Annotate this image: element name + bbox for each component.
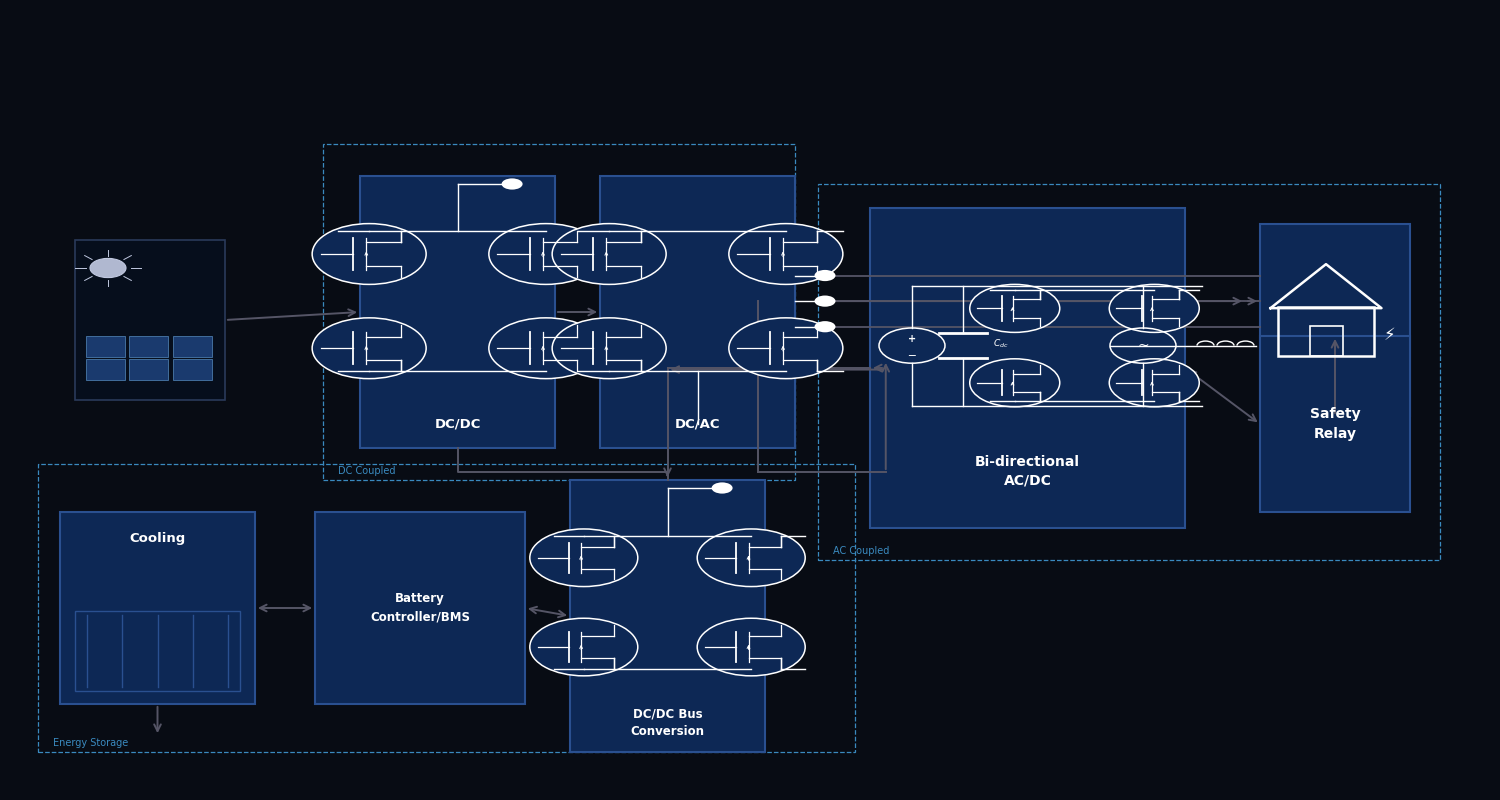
Circle shape — [815, 270, 836, 281]
Bar — [75, 610, 240, 691]
Text: Battery
Controller/BMS: Battery Controller/BMS — [370, 592, 470, 624]
Circle shape — [552, 223, 666, 284]
Bar — [315, 512, 525, 704]
Bar — [129, 336, 168, 357]
Circle shape — [489, 318, 603, 378]
Text: $C_{dc}$: $C_{dc}$ — [993, 338, 1008, 350]
Circle shape — [711, 482, 732, 494]
Bar — [86, 336, 124, 357]
Circle shape — [552, 318, 666, 378]
Bar — [60, 512, 255, 704]
Text: Safety
Relay: Safety Relay — [1310, 406, 1360, 442]
Text: DC/DC Bus
Conversion: DC/DC Bus Conversion — [630, 707, 705, 738]
Circle shape — [729, 223, 843, 284]
Circle shape — [530, 618, 638, 676]
Circle shape — [815, 321, 836, 332]
Bar — [570, 480, 765, 752]
Circle shape — [969, 358, 1059, 406]
Bar — [75, 240, 225, 400]
Circle shape — [90, 258, 126, 278]
Bar — [600, 176, 795, 448]
Text: ~: ~ — [1137, 338, 1149, 353]
Circle shape — [698, 529, 806, 586]
Text: ⚡: ⚡ — [1383, 326, 1395, 344]
Bar — [360, 176, 555, 448]
Bar — [818, 184, 1440, 560]
Circle shape — [1108, 358, 1200, 406]
Circle shape — [489, 223, 603, 284]
Text: +: + — [908, 334, 916, 344]
Bar — [129, 359, 168, 380]
Text: Cooling: Cooling — [129, 532, 186, 545]
Circle shape — [312, 318, 426, 378]
Bar — [86, 359, 124, 380]
Text: AC Coupled: AC Coupled — [833, 546, 890, 556]
Bar — [1260, 336, 1410, 512]
Bar — [1278, 306, 1374, 356]
Text: ─: ─ — [909, 350, 915, 360]
Text: DC Coupled: DC Coupled — [338, 466, 394, 476]
Circle shape — [501, 178, 522, 190]
Circle shape — [729, 318, 843, 378]
Bar — [38, 464, 855, 752]
Circle shape — [698, 618, 806, 676]
Bar — [1310, 326, 1342, 356]
Bar — [1260, 224, 1410, 416]
Text: Energy Storage: Energy Storage — [53, 738, 128, 748]
Bar — [322, 144, 795, 480]
Circle shape — [815, 295, 836, 306]
Circle shape — [312, 223, 426, 284]
Text: DC/AC: DC/AC — [675, 418, 720, 430]
Bar — [172, 336, 211, 357]
Bar — [870, 208, 1185, 528]
Bar — [172, 359, 211, 380]
Text: DC/DC: DC/DC — [435, 418, 480, 430]
Circle shape — [969, 284, 1059, 333]
Circle shape — [530, 529, 638, 586]
Circle shape — [1108, 284, 1200, 333]
Text: Bi-directional
AC/DC: Bi-directional AC/DC — [975, 454, 1080, 488]
